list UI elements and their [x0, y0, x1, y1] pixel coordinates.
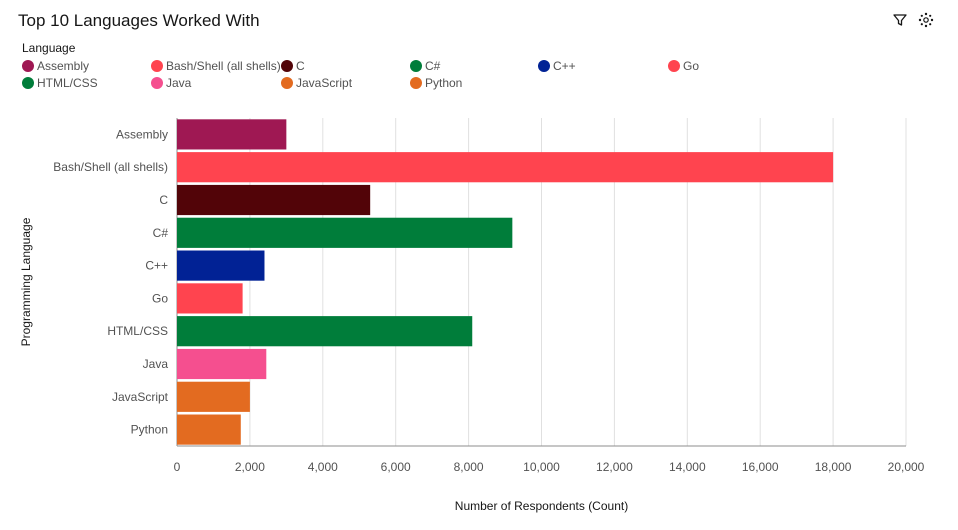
x-tick-label: 20,000 [888, 460, 925, 474]
y-tick-label: JavaScript [112, 390, 169, 404]
legend-swatch [22, 60, 34, 72]
x-tick-label: 18,000 [815, 460, 852, 474]
bar-javascript[interactable] [177, 381, 250, 412]
bar-cplusplus[interactable] [177, 250, 265, 281]
x-tick-label: 0 [174, 460, 181, 474]
legend-label: C++ [553, 59, 576, 73]
y-axis-title: Programming Language [19, 217, 33, 346]
x-tick-label: 6,000 [381, 460, 411, 474]
legend-label: Python [425, 76, 463, 90]
y-tick-label: C [159, 193, 168, 207]
legend-item-assembly[interactable]: Assembly [22, 59, 89, 73]
x-tick-label: 4,000 [308, 460, 338, 474]
legend-label: JavaScript [296, 76, 353, 90]
x-tick-label: 10,000 [523, 460, 560, 474]
bar-c[interactable] [177, 184, 371, 216]
legend-item-cplusplus[interactable]: C++ [538, 59, 576, 73]
bar-assembly[interactable] [177, 119, 287, 150]
y-tick-label: Go [152, 291, 168, 305]
legend-label: Java [166, 76, 192, 90]
x-tick-label: 16,000 [742, 460, 779, 474]
y-tick-label: Python [131, 423, 168, 437]
bar-python[interactable] [177, 414, 241, 445]
bar-java[interactable] [177, 348, 267, 380]
y-tick-label: C++ [145, 259, 168, 273]
y-tick-label: Java [143, 357, 169, 371]
legend-swatch [151, 77, 163, 89]
filter-icon[interactable] [892, 12, 908, 28]
x-tick-label: 14,000 [669, 460, 706, 474]
bar-go[interactable] [177, 283, 243, 314]
legend-label: HTML/CSS [37, 76, 98, 90]
legend-item-javascript[interactable]: JavaScript [281, 76, 352, 90]
chart-toolbar [892, 12, 934, 28]
legend-swatch [151, 60, 163, 72]
bar-html-css[interactable] [177, 316, 473, 347]
legend-item-java[interactable]: Java [151, 76, 191, 90]
legend-label: Assembly [37, 59, 90, 73]
legend-label: C [296, 59, 305, 73]
legend-swatch [538, 60, 550, 72]
x-tick-label: 8,000 [454, 460, 484, 474]
legend-swatch [281, 60, 293, 72]
legend-swatch [281, 77, 293, 89]
legend-swatch [668, 60, 680, 72]
legend-swatch [22, 77, 34, 89]
legend-item-go[interactable]: Go [668, 59, 699, 73]
settings-icon[interactable] [918, 12, 934, 28]
y-tick-label: HTML/CSS [107, 324, 168, 338]
y-tick-label: Bash/Shell (all shells) [53, 160, 168, 174]
legend-item-c[interactable]: C [281, 59, 305, 73]
x-tick-label: 2,000 [235, 460, 265, 474]
y-tick-label: Assembly [116, 127, 168, 141]
legend-label: Bash/Shell (all shells) [166, 59, 281, 73]
bar-bash-shell-all-shells[interactable] [177, 152, 834, 183]
legend-label: Go [683, 59, 700, 73]
legend-swatch [410, 77, 422, 89]
bar-csharp[interactable] [177, 217, 513, 248]
legend-item-python[interactable]: Python [410, 76, 462, 90]
chart-title: Top 10 Languages Worked With [18, 11, 260, 30]
legend-swatch [410, 60, 422, 72]
legend-item-bash-shell-all-shells[interactable]: Bash/Shell (all shells) [151, 59, 281, 73]
legend-item-html-css[interactable]: HTML/CSS [22, 76, 98, 90]
y-tick-label: C# [153, 226, 169, 240]
legend-label: C# [425, 59, 441, 73]
legend-title: Language [22, 41, 76, 55]
legend-item-csharp[interactable]: C# [410, 59, 440, 73]
x-axis-title: Number of Respondents (Count) [455, 499, 628, 513]
x-tick-label: 12,000 [596, 460, 633, 474]
